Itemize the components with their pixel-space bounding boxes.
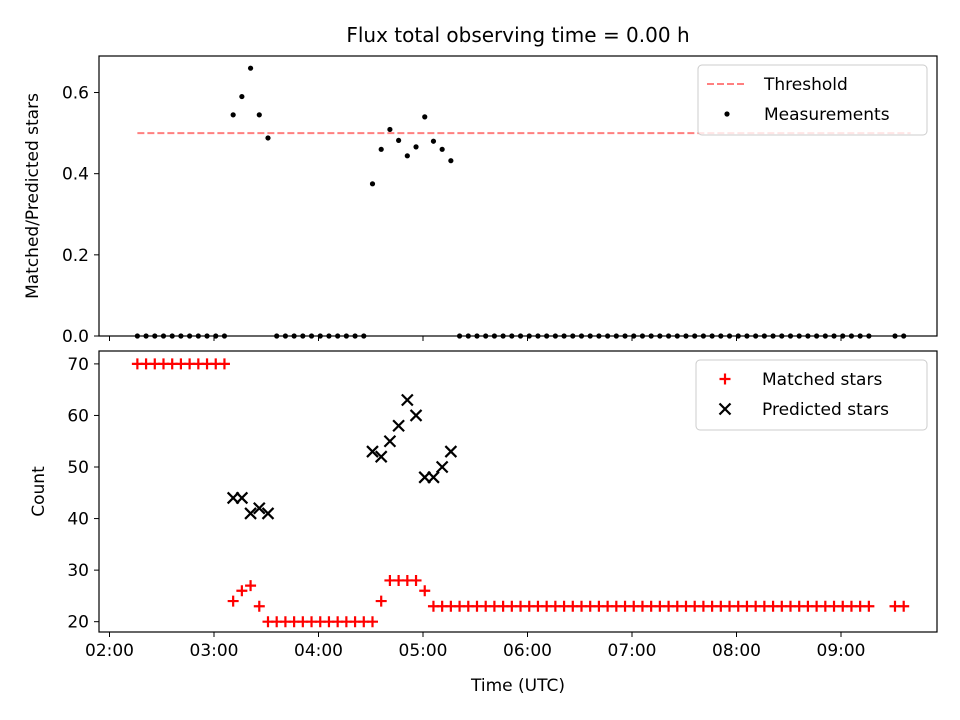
plus-marker-1-0-84 (863, 600, 875, 612)
x-marker-1-1-2 (244, 507, 257, 520)
y-tick-label-1-0: 20 (67, 613, 89, 633)
legend-label-1-1: Predicted stars (762, 400, 889, 420)
dot-marker-0-0-28 (378, 146, 384, 152)
x-marker-1-1-4 (261, 507, 275, 520)
dot-marker-0-0-30 (396, 137, 402, 144)
legend-box-0 (697, 64, 928, 136)
x-marker-1-1-3 (253, 501, 266, 515)
x-marker-1-1-14 (444, 445, 458, 458)
legend-label-0-0: Threshold (763, 75, 848, 95)
x-tick-label-5: 07:00 (608, 641, 657, 661)
legend-swatch-1-1 (718, 402, 732, 416)
y-tick-label-0-3: 0.6 (62, 84, 89, 104)
x-marker-1-1-12 (427, 471, 440, 484)
plus-marker-1-0-10 (218, 358, 230, 370)
dot-marker-0-0-12 (239, 93, 245, 100)
y-axis-label-1: Count (29, 466, 49, 517)
dot-marker-0-0-32 (413, 144, 419, 150)
dot-marker-0-0-36 (448, 158, 454, 164)
plus-marker-1-0-14 (253, 600, 265, 612)
x-axis-label: Time (UTC) (470, 676, 565, 696)
plot-frame-0 (98, 55, 938, 337)
plus-marker-1-0-33 (419, 585, 431, 597)
plus-marker-1-0-28 (375, 595, 387, 607)
x-marker-1-1-9 (401, 393, 414, 407)
x-marker-1-1-6 (374, 450, 388, 463)
legend-swatch-1-0 (719, 373, 731, 385)
y-axis-label-0: Matched/Predicted stars (23, 93, 43, 299)
plus-marker-1-0-27 (366, 616, 378, 628)
y-tick-label-1-5: 70 (67, 355, 89, 375)
dot-marker-0-0-31 (404, 153, 410, 159)
x-tick-label-1: 03:00 (190, 641, 239, 661)
dot-marker-0-0-13 (247, 65, 254, 71)
dot-marker-0-0-35 (439, 146, 445, 152)
dot-marker-0-0-29 (387, 126, 393, 133)
x-marker-1-1-13 (435, 460, 449, 474)
x-marker-1-1-1 (235, 491, 249, 505)
plus-marker-1-0-11 (227, 595, 239, 607)
dot-marker-0-0-15 (265, 135, 271, 141)
x-tick-label-7: 09:00 (817, 641, 866, 661)
y-tick-label-0-2: 0.4 (62, 165, 89, 185)
x-marker-1-1-10 (409, 409, 423, 422)
dot-marker-0-0-27 (369, 181, 376, 187)
dot-marker-0-0-11 (230, 112, 236, 118)
plus-marker-1-0-13 (245, 580, 257, 592)
legend-box-1 (695, 359, 928, 431)
y-tick-label-1-3: 50 (67, 458, 89, 478)
legend-swatch-0-1 (724, 111, 730, 117)
plus-marker-1-0-86 (898, 600, 910, 612)
x-tick-label-6: 08:00 (712, 641, 761, 661)
x-tick-label-4: 06:00 (503, 641, 552, 661)
x-tick-label-0: 02:00 (85, 641, 134, 661)
x-marker-1-1-5 (366, 445, 379, 458)
x-tick-label-2: 04:00 (294, 641, 343, 661)
y-tick-label-1-1: 30 (67, 561, 89, 581)
plus-marker-1-0-12 (236, 585, 248, 597)
x-marker-1-1-7 (383, 434, 397, 448)
chart-title: Flux total observing time = 0.00 h (346, 23, 689, 47)
y-tick-label-1-2: 40 (67, 510, 89, 530)
x-tick-label-3: 05:00 (399, 641, 448, 661)
dot-marker-0-0-33 (422, 114, 428, 120)
legend-label-0-1: Measurements (764, 105, 890, 125)
y-tick-label-0-1: 0.2 (62, 246, 89, 266)
x-marker-1-1-8 (392, 419, 405, 433)
plot-frame-1 (98, 350, 938, 633)
dot-marker-0-0-14 (256, 112, 262, 118)
legend-label-1-0: Matched stars (762, 370, 882, 390)
y-tick-label-1-4: 60 (67, 406, 89, 426)
plus-marker-1-0-32 (410, 574, 422, 586)
dot-marker-0-0-34 (430, 138, 437, 144)
y-tick-label-0-0: 0.0 (62, 327, 89, 347)
